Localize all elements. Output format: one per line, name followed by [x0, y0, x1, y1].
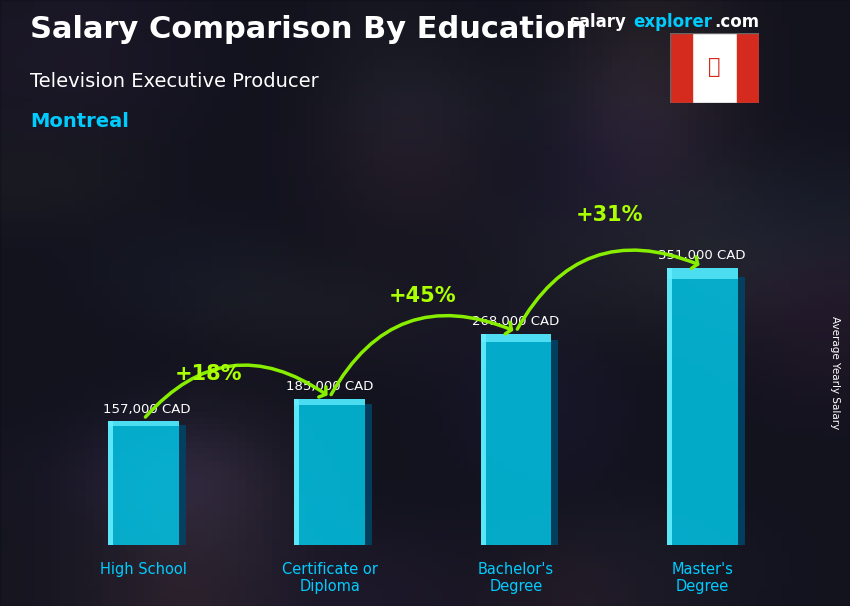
Text: 157,000 CAD: 157,000 CAD [103, 402, 190, 416]
Bar [666, 268, 672, 545]
Text: +18%: +18% [175, 364, 242, 384]
Text: 268,000 CAD: 268,000 CAD [473, 315, 559, 328]
Bar [179, 425, 186, 545]
Text: 351,000 CAD: 351,000 CAD [659, 250, 746, 262]
Bar [480, 334, 552, 342]
Bar [294, 399, 299, 545]
Bar [666, 268, 738, 545]
Bar [670, 33, 692, 103]
Bar [294, 399, 366, 545]
Text: Average Yearly Salary: Average Yearly Salary [830, 316, 840, 429]
Text: +31%: +31% [575, 205, 643, 225]
Bar [108, 422, 179, 427]
Bar [108, 422, 113, 545]
Text: .com: .com [714, 13, 759, 32]
Bar [108, 422, 179, 545]
Text: 🍁: 🍁 [708, 58, 721, 78]
Bar [666, 268, 738, 279]
Text: explorer: explorer [633, 13, 712, 32]
Text: Television Executive Producer: Television Executive Producer [30, 72, 319, 90]
Text: +45%: +45% [389, 286, 456, 306]
Bar [480, 334, 552, 545]
Bar [552, 340, 558, 545]
Text: salary: salary [570, 13, 626, 32]
Bar [738, 277, 745, 545]
Bar [366, 404, 372, 545]
Text: Salary Comparison By Education: Salary Comparison By Education [30, 15, 586, 44]
Text: Montreal: Montreal [30, 112, 128, 131]
Bar [737, 33, 759, 103]
Bar [294, 399, 366, 405]
Text: 185,000 CAD: 185,000 CAD [286, 381, 373, 393]
Bar [480, 334, 485, 545]
